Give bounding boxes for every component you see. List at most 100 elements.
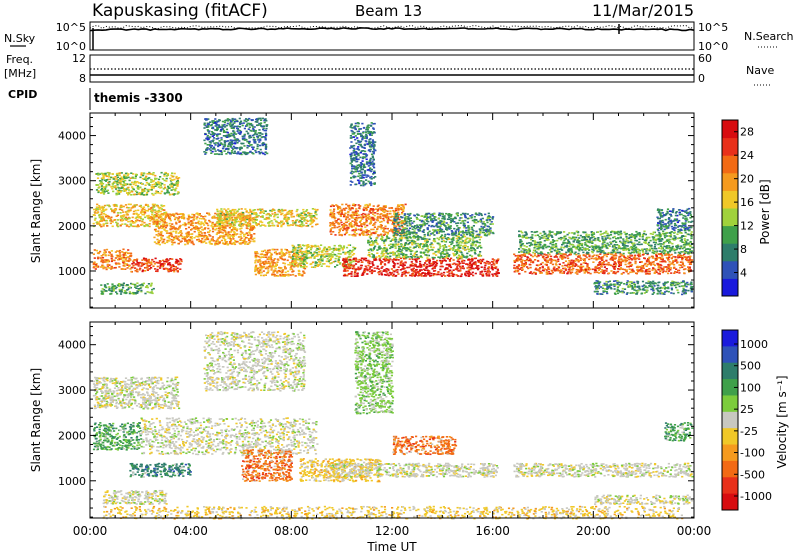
heatmap-cell bbox=[392, 220, 395, 223]
heatmap-cell bbox=[339, 207, 342, 209]
heatmap-cell bbox=[270, 265, 273, 267]
heatmap-cell bbox=[330, 248, 333, 250]
heatmap-cell bbox=[351, 220, 354, 222]
heatmap-cell bbox=[258, 260, 261, 263]
heatmap-cell bbox=[273, 266, 276, 268]
heatmap-cell bbox=[241, 232, 244, 234]
heatmap-cell bbox=[126, 224, 129, 226]
heatmap-cell bbox=[160, 233, 163, 235]
site-title: Kapuskasing (fitACF) bbox=[92, 1, 268, 21]
heatmap-cell bbox=[229, 242, 232, 245]
heatmap-cell bbox=[168, 222, 171, 225]
heatmap-cell bbox=[263, 143, 266, 146]
heatmap-cell bbox=[232, 127, 235, 130]
heatmap-cell bbox=[125, 175, 128, 178]
heatmap-cell bbox=[176, 269, 179, 272]
heatmap-cell bbox=[221, 120, 224, 123]
heatmap-cell bbox=[383, 216, 386, 218]
heatmap-cell bbox=[253, 237, 256, 240]
heatmap-cell bbox=[237, 236, 241, 238]
heatmap-cell bbox=[314, 245, 317, 248]
heatmap-cell bbox=[255, 216, 258, 218]
heatmap-cell bbox=[302, 208, 305, 211]
freq-tick-top: 12 bbox=[72, 52, 86, 65]
heatmap-cell bbox=[223, 226, 226, 229]
heatmap-cell bbox=[399, 269, 402, 271]
heatmap-cell bbox=[261, 216, 264, 218]
heatmap-cell bbox=[408, 258, 411, 260]
heatmap-cell bbox=[253, 209, 256, 211]
heatmap-cell bbox=[138, 268, 141, 271]
heatmap-cell bbox=[429, 246, 433, 248]
heatmap-cell bbox=[212, 139, 215, 141]
heatmap-cell bbox=[175, 260, 179, 263]
heatmap-cell bbox=[176, 178, 179, 180]
heatmap-cell bbox=[420, 275, 423, 277]
heatmap-cell bbox=[139, 287, 142, 290]
heatmap-cell bbox=[247, 211, 250, 214]
heatmap-cell bbox=[106, 260, 109, 263]
heatmap-cell bbox=[143, 172, 146, 175]
heatmap-cell bbox=[125, 188, 128, 190]
heatmap-cell bbox=[259, 138, 262, 140]
heatmap-cell bbox=[218, 144, 222, 146]
heatmap-cell bbox=[332, 249, 335, 252]
heatmap-cell bbox=[162, 264, 165, 267]
heatmap-cell bbox=[287, 274, 290, 277]
heatmap-cell bbox=[150, 267, 153, 269]
heatmap-cell bbox=[478, 253, 481, 255]
heatmap-cell bbox=[257, 214, 260, 217]
heatmap-cell bbox=[97, 257, 100, 260]
heatmap-cell bbox=[323, 246, 326, 249]
heatmap-cell bbox=[178, 235, 181, 237]
heatmap-cell bbox=[98, 208, 102, 210]
heatmap-cell bbox=[332, 210, 335, 212]
heatmap-cell bbox=[154, 183, 158, 185]
heatmap-cell bbox=[342, 266, 345, 268]
heatmap-cell bbox=[380, 209, 383, 211]
heatmap-cell bbox=[152, 221, 155, 223]
heatmap-cell bbox=[265, 143, 268, 146]
heatmap-cell bbox=[391, 261, 395, 263]
nsearch-tick-top: 10^5 bbox=[698, 21, 728, 34]
heatmap-cell bbox=[105, 286, 108, 289]
heatmap-cell bbox=[172, 236, 176, 239]
heatmap-cell bbox=[235, 217, 238, 220]
heatmap-cell bbox=[452, 275, 455, 277]
heatmap-cell bbox=[124, 223, 127, 225]
heatmap-cell bbox=[155, 215, 158, 217]
heatmap-cell bbox=[104, 180, 108, 182]
heatmap-cell bbox=[495, 262, 498, 265]
heatmap-cell bbox=[245, 225, 248, 227]
heatmap-cell bbox=[258, 266, 261, 269]
heatmap-cell bbox=[373, 259, 376, 261]
heatmap-cell bbox=[223, 217, 226, 219]
heatmap-cell bbox=[236, 152, 239, 155]
heatmap-cell bbox=[217, 237, 220, 239]
heatmap-cell bbox=[310, 212, 313, 215]
heatmap-cell bbox=[138, 220, 141, 222]
heatmap-cell bbox=[172, 188, 175, 191]
heatmap-cell bbox=[170, 189, 173, 191]
heatmap-cell bbox=[118, 256, 122, 258]
heatmap-cell bbox=[355, 222, 358, 225]
heatmap-cell bbox=[286, 249, 289, 252]
heatmap-cell bbox=[128, 292, 131, 295]
heatmap-cell bbox=[273, 218, 276, 221]
heatmap-cell bbox=[332, 215, 335, 217]
heatmap-cell bbox=[313, 208, 316, 211]
heatmap-cell bbox=[125, 292, 128, 294]
heatmap-cell bbox=[178, 226, 181, 229]
heatmap-cell bbox=[367, 204, 370, 207]
heatmap-cell bbox=[304, 216, 307, 219]
heatmap-cell bbox=[93, 219, 97, 221]
heatmap-cell bbox=[109, 219, 112, 222]
heatmap-cell bbox=[207, 126, 210, 128]
heatmap-cell bbox=[110, 260, 113, 263]
heatmap-cell bbox=[169, 215, 172, 218]
heatmap-cell bbox=[110, 208, 113, 210]
heatmap-cell bbox=[420, 264, 423, 266]
heatmap-cell bbox=[124, 183, 127, 186]
heatmap-cell bbox=[150, 209, 153, 212]
heatmap-cell bbox=[256, 119, 259, 122]
